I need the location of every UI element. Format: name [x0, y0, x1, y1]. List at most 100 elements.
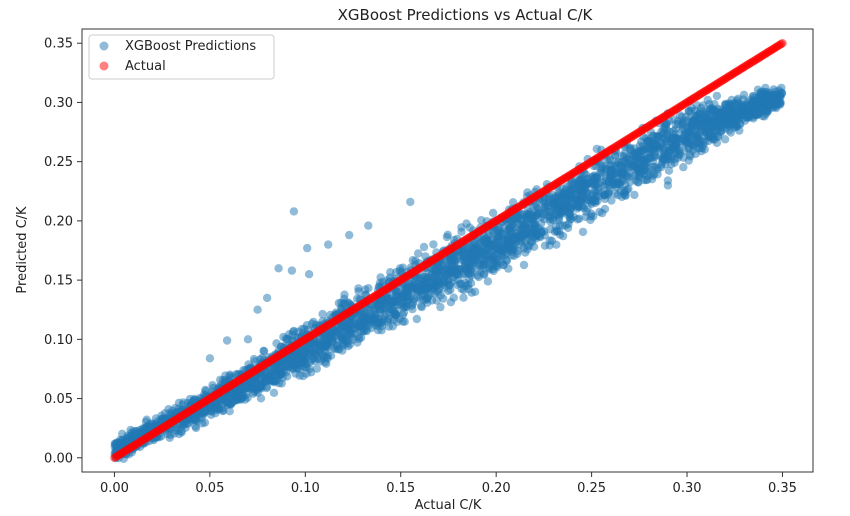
prediction-point: [343, 329, 353, 338]
prediction-point: [294, 352, 303, 361]
prediction-point: [448, 261, 457, 270]
prediction-point: [514, 223, 523, 232]
prediction-point: [358, 324, 368, 333]
prediction-point: [336, 333, 346, 342]
prediction-point: [376, 273, 385, 282]
x-tick-label: 0.10: [291, 481, 320, 496]
prediction-point: [540, 231, 549, 240]
prediction-point: [489, 266, 498, 276]
prediction-point: [209, 383, 218, 393]
prediction-point: [227, 398, 236, 407]
prediction-point: [494, 232, 504, 242]
prediction-point: [417, 302, 426, 312]
prediction-point: [443, 230, 452, 239]
prediction-point: [481, 251, 491, 260]
prediction-point: [502, 248, 512, 258]
prediction-point: [613, 170, 623, 179]
y-axis-label: Predicted C/K: [15, 206, 30, 294]
prediction-point: [226, 391, 235, 400]
prediction-point: [421, 252, 430, 261]
prediction-point: [743, 104, 753, 113]
prediction-point: [581, 180, 591, 189]
y-tick-label: 0.10: [44, 333, 73, 348]
prediction-points: [110, 83, 787, 463]
prediction-point: [540, 215, 549, 224]
prediction-point: [284, 362, 293, 372]
prediction-point: [284, 335, 293, 344]
prediction-point: [192, 415, 201, 424]
prediction-point: [677, 119, 687, 128]
prediction-point: [345, 230, 354, 240]
prediction-point: [510, 234, 519, 244]
prediction-point: [465, 261, 474, 270]
x-tick-label: 0.05: [195, 481, 224, 496]
prediction-point: [354, 284, 363, 293]
prediction-point: [764, 99, 774, 109]
prediction-point: [338, 346, 347, 355]
prediction-point: [238, 389, 247, 398]
prediction-point: [573, 180, 583, 189]
prediction-point: [533, 230, 542, 240]
y-tick-label: 0.30: [44, 96, 73, 111]
prediction-point: [459, 293, 468, 302]
prediction-point: [624, 173, 633, 182]
prediction-point: [777, 89, 786, 98]
prediction-point: [291, 369, 300, 378]
prediction-point: [307, 319, 317, 328]
chart-title: XGBoost Predictions vs Actual C/K: [338, 6, 594, 24]
plot-frame: [81, 28, 814, 473]
prediction-point: [623, 159, 632, 168]
prediction-point: [206, 404, 215, 413]
prediction-point: [598, 208, 607, 218]
prediction-point: [607, 196, 616, 205]
prediction-point: [621, 190, 630, 200]
prediction-point: [313, 354, 322, 363]
prediction-point: [395, 266, 404, 276]
prediction-point: [611, 189, 620, 198]
legend-label-actual: Actual: [125, 59, 166, 74]
prediction-point: [576, 196, 585, 205]
y-tick-label: 0.05: [44, 392, 73, 407]
prediction-point: [319, 354, 329, 363]
prediction-point: [402, 286, 412, 296]
prediction-point: [265, 372, 274, 381]
prediction-point: [432, 296, 441, 305]
prediction-point: [583, 193, 592, 202]
prediction-point: [222, 336, 232, 345]
prediction-point: [511, 213, 520, 222]
prediction-point: [480, 260, 489, 270]
prediction-point: [709, 107, 719, 116]
prediction-point: [483, 277, 493, 286]
prediction-point: [420, 280, 429, 290]
prediction-point: [603, 190, 613, 199]
prediction-point: [634, 178, 643, 187]
prediction-point: [274, 264, 283, 273]
prediction-point: [659, 125, 668, 134]
prediction-point: [262, 293, 272, 303]
prediction-point: [605, 183, 614, 193]
prediction-point: [566, 193, 576, 202]
prediction-point: [218, 406, 228, 416]
prediction-point: [546, 225, 555, 234]
prediction-point: [306, 368, 316, 377]
prediction-point: [438, 294, 448, 303]
prediction-point: [318, 309, 327, 319]
prediction-point: [733, 94, 743, 104]
prediction-point: [721, 116, 730, 125]
prediction-point: [664, 166, 674, 175]
prediction-point: [571, 202, 581, 211]
prediction-point: [705, 99, 714, 109]
prediction-point: [531, 221, 540, 231]
prediction-point: [371, 315, 380, 324]
prediction-point: [470, 287, 480, 296]
prediction-point: [377, 326, 386, 335]
prediction-point: [607, 161, 616, 170]
plot-area: [81, 28, 814, 473]
prediction-point: [691, 149, 700, 159]
prediction-point: [516, 237, 525, 247]
prediction-point: [681, 128, 690, 138]
prediction-point: [600, 162, 610, 171]
legend-label-predictions: XGBoost Predictions: [125, 39, 256, 54]
prediction-point: [356, 333, 366, 342]
x-tick-label: 0.15: [386, 481, 415, 496]
